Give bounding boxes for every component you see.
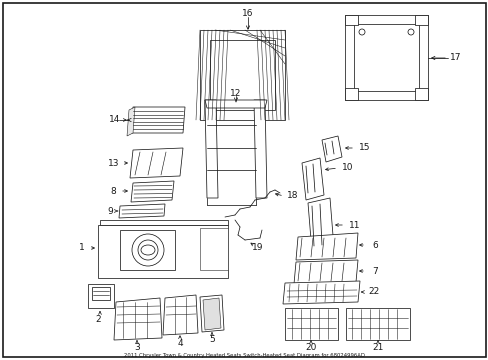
Text: 10: 10: [342, 163, 353, 172]
Circle shape: [138, 240, 158, 260]
Text: 16: 16: [242, 9, 253, 18]
Text: 12: 12: [230, 89, 241, 98]
Polygon shape: [203, 298, 221, 330]
Polygon shape: [92, 287, 110, 300]
Circle shape: [132, 234, 163, 266]
Text: 2: 2: [95, 315, 101, 324]
Text: 21: 21: [371, 343, 383, 352]
Polygon shape: [302, 158, 324, 200]
Text: 22: 22: [367, 288, 379, 297]
Polygon shape: [204, 100, 266, 108]
Polygon shape: [253, 100, 266, 198]
Polygon shape: [346, 308, 409, 340]
Text: 15: 15: [359, 144, 370, 153]
Text: 1: 1: [79, 243, 85, 252]
Text: 17: 17: [449, 54, 461, 63]
Polygon shape: [130, 148, 183, 178]
Polygon shape: [293, 260, 357, 284]
Polygon shape: [353, 24, 418, 91]
Polygon shape: [119, 204, 164, 218]
Polygon shape: [200, 295, 224, 332]
Circle shape: [407, 29, 413, 35]
Polygon shape: [98, 225, 227, 278]
Polygon shape: [204, 100, 218, 198]
Polygon shape: [414, 88, 427, 100]
Polygon shape: [209, 40, 274, 110]
Text: 14: 14: [109, 116, 121, 125]
Polygon shape: [100, 220, 227, 225]
Polygon shape: [88, 284, 114, 308]
Polygon shape: [414, 15, 427, 25]
Text: 7: 7: [371, 266, 377, 275]
Text: 19: 19: [252, 243, 263, 252]
Polygon shape: [307, 198, 333, 252]
Polygon shape: [345, 15, 357, 25]
Polygon shape: [114, 298, 162, 340]
Text: 9: 9: [107, 207, 113, 216]
Text: 5: 5: [209, 336, 214, 345]
Polygon shape: [131, 181, 174, 202]
Polygon shape: [120, 230, 175, 270]
Polygon shape: [295, 233, 357, 260]
Text: 11: 11: [348, 220, 360, 230]
Ellipse shape: [141, 245, 155, 255]
Polygon shape: [285, 308, 337, 340]
Text: 6: 6: [371, 240, 377, 249]
Polygon shape: [200, 30, 285, 120]
Text: 20: 20: [305, 343, 316, 352]
Polygon shape: [345, 88, 357, 100]
Polygon shape: [283, 281, 359, 304]
Text: 4: 4: [177, 339, 183, 348]
Circle shape: [358, 29, 364, 35]
Polygon shape: [200, 228, 227, 270]
Text: 18: 18: [286, 192, 298, 201]
Polygon shape: [131, 107, 184, 133]
Polygon shape: [127, 107, 135, 136]
Polygon shape: [345, 15, 427, 100]
Text: 13: 13: [108, 158, 120, 167]
Text: 8: 8: [110, 186, 116, 195]
Polygon shape: [163, 295, 198, 335]
Text: 2011 Chrysler Town & Country Heated Seats Switch-Heated Seat Diagram for 6802499: 2011 Chrysler Town & Country Heated Seat…: [123, 354, 364, 359]
Text: 3: 3: [134, 343, 140, 352]
Polygon shape: [321, 136, 341, 162]
